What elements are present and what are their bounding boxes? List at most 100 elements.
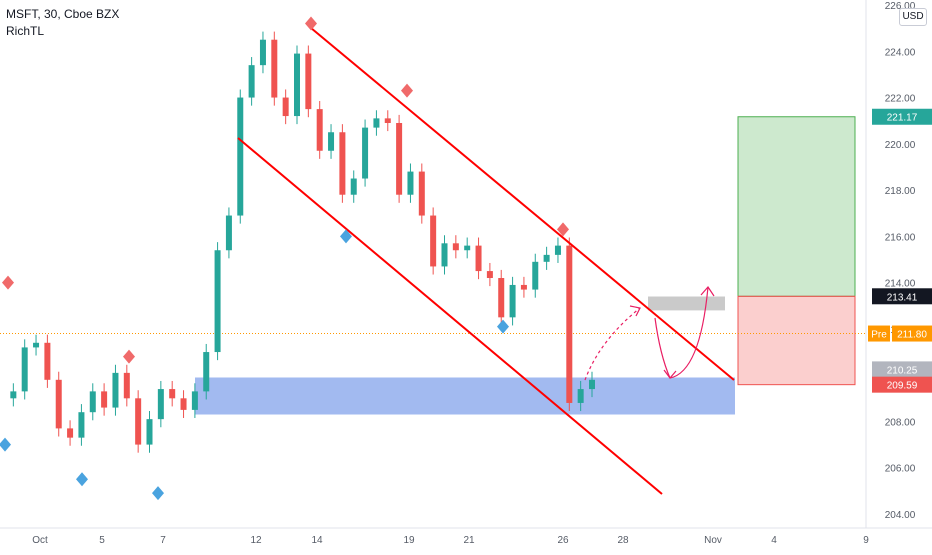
candle[interactable]: [78, 412, 85, 438]
candle[interactable]: [305, 53, 312, 110]
candle[interactable]: [123, 372, 130, 399]
candle[interactable]: [396, 122, 403, 195]
demand-zone[interactable]: [195, 377, 735, 415]
time-tick-label: 21: [463, 535, 475, 546]
candle[interactable]: [135, 398, 142, 445]
pivot-high-marker[interactable]: [305, 16, 317, 31]
candle[interactable]: [589, 379, 595, 390]
candle[interactable]: [225, 215, 232, 251]
price-tick-label: 214.00: [885, 279, 916, 290]
candle[interactable]: [316, 109, 323, 151]
candle[interactable]: [362, 127, 369, 179]
candle[interactable]: [384, 118, 391, 123]
candle[interactable]: [112, 372, 119, 408]
price-tag-label: 221.17: [887, 113, 918, 124]
time-tick-label: 7: [160, 535, 166, 546]
price-tick-label: 226.00: [885, 1, 916, 12]
candle[interactable]: [101, 391, 108, 408]
candle[interactable]: [33, 342, 40, 348]
price-tag-label: 209.59: [887, 381, 918, 392]
pivot-high-marker[interactable]: [401, 83, 413, 98]
currency-button[interactable]: USD: [899, 8, 927, 26]
price-tag-label: 211.80: [897, 330, 927, 341]
candle[interactable]: [339, 132, 346, 195]
candle[interactable]: [21, 347, 28, 392]
price-tick-label: 216.00: [885, 232, 916, 243]
candle[interactable]: [577, 389, 584, 403]
pivot-low-marker[interactable]: [497, 319, 509, 334]
indicator-label[interactable]: RichTL: [6, 24, 45, 38]
projection-arrow-up[interactable]: [584, 307, 641, 381]
price-tag: [872, 108, 932, 125]
candle[interactable]: [248, 65, 255, 98]
candle[interactable]: [475, 245, 482, 272]
price-tag-label: 213.41: [887, 292, 918, 303]
candle[interactable]: [55, 379, 62, 429]
candle[interactable]: [89, 391, 96, 413]
price-tick-label: 208.00: [885, 417, 916, 428]
candle[interactable]: [237, 97, 244, 216]
candle[interactable]: [430, 215, 437, 267]
candle[interactable]: [350, 178, 357, 195]
price-tick-label: 204.00: [885, 510, 916, 521]
candle[interactable]: [10, 391, 17, 399]
pivot-high-marker[interactable]: [123, 349, 135, 364]
lower-trend-line[interactable]: [237, 137, 663, 495]
time-tick-label: 26: [557, 535, 569, 546]
candle[interactable]: [464, 245, 471, 251]
candle[interactable]: [543, 254, 550, 262]
symbol-title[interactable]: MSFT, 30, Cboe BZX: [6, 7, 120, 21]
pivot-low-marker[interactable]: [0, 437, 11, 452]
candle[interactable]: [259, 39, 266, 66]
candle[interactable]: [282, 97, 289, 117]
time-tick-label: Nov: [704, 535, 722, 546]
candle[interactable]: [294, 53, 300, 117]
candle[interactable]: [486, 271, 493, 279]
candle[interactable]: [44, 342, 51, 380]
candle[interactable]: [67, 428, 74, 438]
pivot-low-marker[interactable]: [152, 486, 164, 501]
candle[interactable]: [271, 39, 278, 98]
candle[interactable]: [418, 171, 425, 216]
candle[interactable]: [407, 171, 414, 195]
time-axis[interactable]: Oct 5 7 12 14 19 21 26 28 Nov 4 9: [0, 527, 932, 546]
candle[interactable]: [214, 250, 221, 353]
time-tick-label: 9: [863, 535, 869, 546]
candle[interactable]: [191, 391, 198, 410]
candle[interactable]: [566, 245, 573, 403]
candle[interactable]: [203, 352, 210, 392]
pivot-high-marker[interactable]: [2, 275, 14, 290]
target-zone[interactable]: [648, 296, 725, 311]
candle[interactable]: [509, 284, 516, 318]
candle[interactable]: [452, 243, 459, 251]
price-tick-label: 220.00: [885, 140, 916, 151]
candle[interactable]: [373, 118, 380, 128]
projection-arrow-down[interactable]: [654, 317, 671, 379]
candle[interactable]: [157, 389, 164, 420]
candle[interactable]: [169, 389, 176, 399]
reward-zone[interactable]: [737, 116, 856, 297]
candle[interactable]: [180, 398, 187, 410]
pivot-low-marker[interactable]: [340, 229, 352, 244]
pivot-high-marker[interactable]: [557, 222, 569, 237]
candle[interactable]: [554, 245, 561, 255]
candle[interactable]: [532, 261, 539, 290]
price-tick-label: 222.00: [885, 94, 916, 105]
projection-arrow-rebound[interactable]: [669, 286, 709, 379]
candle[interactable]: [441, 243, 448, 267]
price-axis[interactable]: 204.00206.00208.00210.00212.00214.00216.…: [865, 0, 916, 528]
time-tick-label: 12: [250, 535, 262, 546]
pivot-low-marker[interactable]: [76, 472, 88, 487]
upper-trend-line[interactable]: [310, 27, 735, 381]
candle[interactable]: [146, 419, 153, 445]
projection-arrow-up-head: [629, 305, 641, 317]
candle[interactable]: [520, 284, 527, 290]
candle[interactable]: [498, 278, 505, 318]
risk-zone[interactable]: [737, 295, 856, 386]
candle[interactable]: [328, 132, 335, 151]
price-labels: 221.17 213.41 Pre 211.80 210.25 209.59: [868, 108, 932, 393]
zones-layer: [195, 116, 856, 415]
time-tick-label: 14: [311, 535, 323, 546]
